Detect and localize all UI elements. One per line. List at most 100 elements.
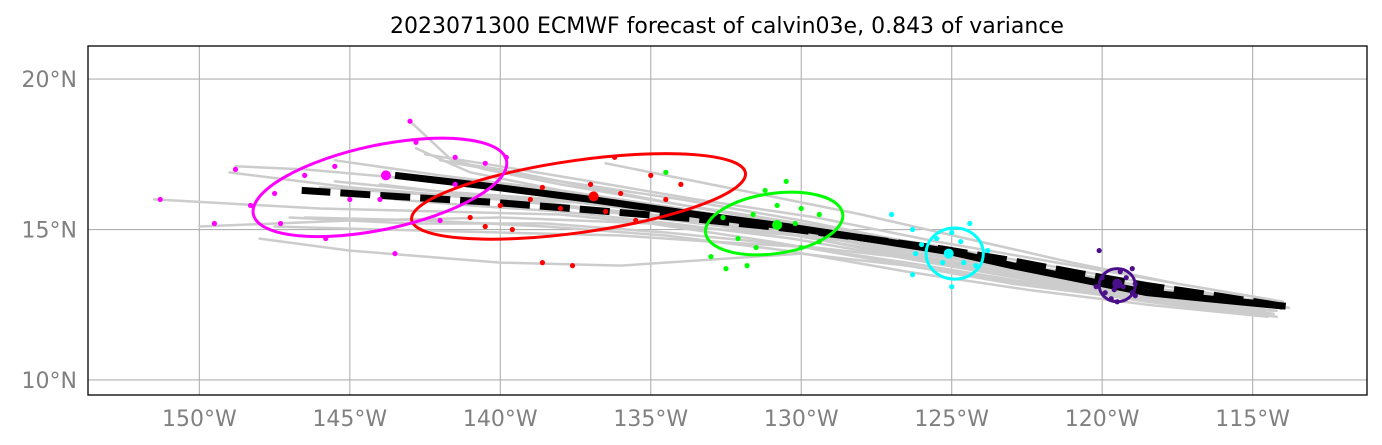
- ensemble-track-9: [288, 216, 1266, 316]
- group-0-point-0: [1096, 247, 1102, 254]
- x-tick-label-3: 135°W: [613, 407, 688, 432]
- ensemble-track-4: [258, 237, 1278, 319]
- ensemble-track-15: [604, 162, 1284, 303]
- x-tick-label-6: 120°W: [1065, 407, 1140, 432]
- group-1-point-5: [949, 284, 955, 290]
- group-4-point-12: [278, 220, 284, 227]
- group-0-point-6: [1123, 275, 1129, 281]
- group-1-point-8: [934, 235, 940, 242]
- group-2-point-7: [816, 211, 822, 218]
- plot-area: [152, 118, 1291, 319]
- group-4-point-11: [247, 202, 254, 209]
- mean-tracks: [301, 171, 1287, 310]
- x-tick-labels: 150°W 145°W 140°W 135°W 130°W 125°W 120°W 115°W: [162, 407, 1290, 432]
- group-3-point-15: [467, 214, 473, 221]
- group-4-point-16: [452, 181, 458, 187]
- group-3-point-10: [648, 172, 654, 178]
- x-tick-label-5: 125°W: [914, 407, 989, 432]
- ensemble-track-8: [444, 156, 1284, 306]
- group-3-point-3: [497, 202, 503, 209]
- group-1-mean: [943, 248, 954, 259]
- group-0: [1093, 247, 1138, 305]
- group-4-point-6: [302, 172, 308, 178]
- group-0-point-13: [1120, 284, 1126, 290]
- group-2-point-9: [774, 202, 780, 209]
- group-3: [410, 152, 747, 269]
- group-1-point-9: [958, 238, 964, 245]
- x-tick-label-2: 140°W: [463, 407, 538, 432]
- group-2-point-11: [708, 254, 714, 260]
- group-1-ellipse: [924, 226, 985, 281]
- group-3-point-8: [663, 196, 669, 203]
- group-3-point-13: [527, 196, 533, 203]
- group-1-point-2: [967, 220, 973, 227]
- group-4-point-9: [211, 220, 217, 227]
- group-2-point-13: [744, 263, 750, 269]
- group-4-point-2: [452, 154, 458, 160]
- group-0-mean: [1112, 278, 1123, 289]
- group-4-point-17: [377, 196, 383, 203]
- group-1-point-6: [909, 272, 916, 278]
- group-1: [888, 211, 991, 290]
- group-3-mean: [588, 191, 599, 202]
- group-3-point-11: [603, 208, 609, 215]
- group-2-ellipse: [703, 190, 845, 257]
- group-4-point-0: [407, 118, 413, 124]
- group-0-point-2: [1093, 284, 1099, 290]
- group-1-point-4: [973, 263, 979, 269]
- group-0-point-1: [1129, 266, 1135, 272]
- group-0-ellipse: [1097, 267, 1137, 304]
- group-1-point-7: [919, 241, 925, 248]
- group-3-point-5: [539, 260, 546, 266]
- group-2-point-0: [783, 178, 789, 184]
- group-2: [663, 169, 845, 272]
- group-4-point-3: [482, 160, 488, 166]
- group-4-point-8: [232, 166, 239, 172]
- ensemble-track-18: [318, 186, 1266, 313]
- group-1-point-11: [961, 260, 967, 266]
- x-tick-label-0: 150°W: [162, 407, 237, 432]
- group-1-point-0: [888, 211, 895, 218]
- plot-frame: [87, 45, 1368, 396]
- group-3-point-1: [587, 181, 594, 187]
- group-3-point-4: [509, 226, 515, 233]
- group-1-point-3: [985, 247, 991, 254]
- group-3-point-6: [569, 263, 576, 269]
- y-tick-label-2: 20°N: [22, 68, 77, 93]
- group-4: [157, 118, 509, 257]
- group-4-ellipse: [251, 136, 509, 239]
- group-2-mean: [772, 220, 783, 231]
- group-2-point-10: [750, 211, 756, 218]
- group-3-point-9: [678, 181, 684, 187]
- group-4-point-5: [332, 163, 338, 169]
- group-2-point-12: [723, 266, 729, 272]
- deterministic-track: [301, 186, 1284, 310]
- group-4-point-14: [392, 250, 398, 257]
- group-4-point-7: [271, 190, 278, 197]
- group-0-point-12: [1111, 287, 1117, 293]
- group-2-point-3: [735, 235, 741, 242]
- group-4-mean: [380, 170, 391, 181]
- group-4-point-10: [157, 196, 163, 203]
- group-0-point-5: [1102, 290, 1108, 296]
- group-1-point-13: [949, 229, 955, 236]
- group-3-point-16: [618, 190, 624, 197]
- group-2-point-14: [663, 169, 669, 175]
- group-4-point-18: [347, 196, 353, 203]
- y-tick-label-1: 15°N: [22, 219, 77, 244]
- cluster-groups: [157, 118, 1138, 305]
- group-3-ellipse: [410, 152, 747, 241]
- group-3-point-2: [539, 184, 546, 191]
- group-3-point-12: [557, 205, 564, 212]
- group-2-point-8: [798, 205, 804, 212]
- y-tick-labels: 10°N 15°N 20°N: [22, 68, 77, 394]
- chart-title: 2023071300 ECMWF forecast of calvin03e, …: [390, 14, 1064, 39]
- group-4-point-15: [437, 217, 443, 224]
- group-2-point-1: [762, 187, 768, 194]
- x-tick-label-7: 115°W: [1215, 407, 1290, 432]
- group-2-point-15: [792, 220, 798, 227]
- group-1-point-1: [909, 226, 916, 233]
- y-tick-label-0: 10°N: [22, 369, 77, 394]
- group-2-point-4: [753, 244, 759, 251]
